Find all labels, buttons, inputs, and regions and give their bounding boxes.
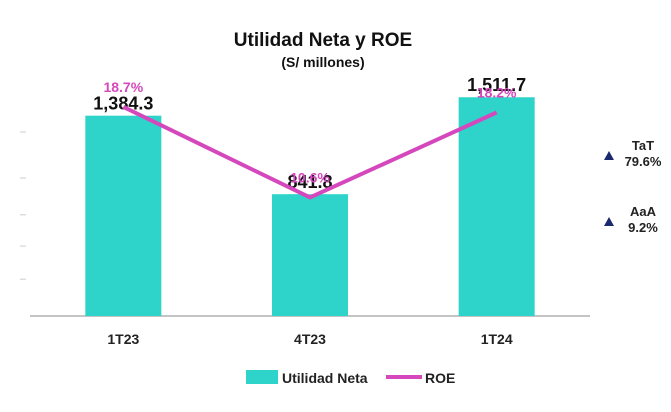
bar-value-labels: 1,384.3 841.8 1,511.7 [93,75,526,192]
roe-value-label: 18.2% [477,84,517,100]
annotation-label: AaA [630,204,657,219]
roe-value-label: 10.6% [290,169,330,185]
x-tick-label: 1T23 [107,331,139,347]
x-tick-labels: 1T23 4T23 1T24 [107,331,512,347]
legend-label-roe: ROE [425,370,455,386]
annotation-value: 79.6% [625,154,662,169]
roe-line [122,105,498,200]
bar-value-label: 841.8 [287,172,332,192]
bar-4t23 [272,194,348,316]
bar-1t24 [458,97,535,317]
annotation-label: TaT [632,138,654,153]
bar-value-label: 1,511.7 [467,75,526,95]
roe-value-labels: 18.7% 10.6% 18.2% [103,79,517,186]
up-arrow-icon [604,217,614,226]
bar-value-label: 1,384.3 [93,94,153,114]
chart-title: Utilidad Neta y ROE [234,30,412,51]
legend-swatch-utilidad-neta [246,370,278,384]
y-axis-ticks [20,131,26,280]
up-arrow-icon [604,151,614,160]
legend: Utilidad Neta ROE [246,370,455,386]
roe-value-label: 18.7% [103,79,143,95]
chart-subtitle: (S/ millones) [281,54,364,70]
bar-1t23 [85,115,162,316]
roe-line-series [122,105,498,200]
bar-series [85,97,535,317]
annotation-value: 9.2% [628,220,658,235]
x-tick-label: 4T23 [294,331,326,347]
legend-label-utilidad-neta: Utilidad Neta [282,370,368,386]
x-tick-label: 1T24 [481,331,513,347]
